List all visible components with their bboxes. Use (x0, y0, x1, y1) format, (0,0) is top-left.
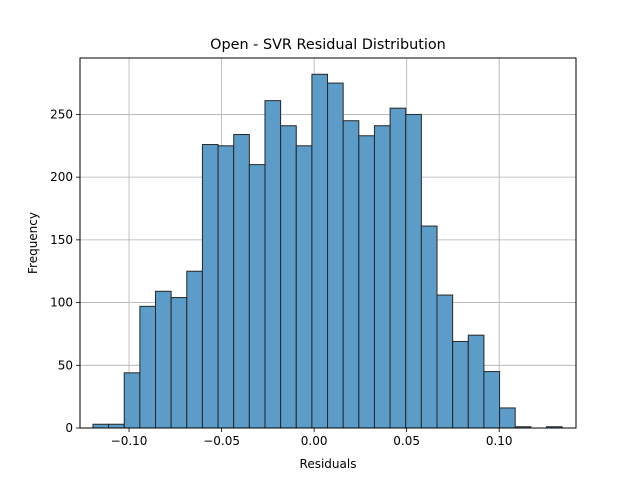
histogram-bar-0 (92, 423, 110, 429)
histogram-bar-21 (420, 225, 438, 429)
histogram-bar-14 (311, 73, 329, 429)
y-axis-label: Frequency (26, 212, 40, 274)
histogram-bar-22 (436, 294, 454, 429)
histogram-bar-15 (327, 82, 344, 429)
plot-frame (79, 57, 577, 429)
x-tick-label-1: −0.05 (203, 434, 240, 448)
y-tick-label-1: 50 (58, 358, 73, 372)
histogram-bar-17 (358, 135, 375, 429)
y-tick-label-2: 100 (50, 296, 73, 310)
histogram-bar-4 (155, 290, 172, 429)
y-axis-ticks: 0 50 100 150 200 250 (50, 107, 80, 435)
histogram-bar-26 (499, 407, 516, 429)
x-tick-label-0: −0.10 (111, 434, 148, 448)
y-tick-label-4: 200 (50, 170, 73, 184)
histogram-bar-23 (452, 340, 469, 429)
y-tick-label-3: 150 (50, 233, 73, 247)
histogram-bar-2 (123, 372, 141, 429)
histogram-bar-9 (233, 134, 250, 429)
histogram-bar-10 (248, 164, 266, 429)
x-axis-label: Residuals (300, 457, 357, 471)
histogram-bar-19 (389, 107, 407, 429)
histogram-bars (92, 73, 563, 429)
y-tick-label-0: 0 (65, 421, 73, 435)
y-tick-label-5: 250 (50, 107, 73, 121)
histogram-bar-25 (483, 371, 501, 429)
histogram-bar-5 (170, 297, 188, 429)
x-tick-label-3: 0.05 (393, 434, 420, 448)
x-tick-label-2: 0.00 (301, 434, 328, 448)
histogram-bar-7 (201, 144, 219, 429)
histogram-bar-16 (342, 120, 360, 429)
histogram-bar-8 (217, 145, 235, 429)
histogram-bar-1 (108, 423, 125, 429)
histogram-bar-12 (280, 125, 297, 429)
x-tick-label-4: 0.10 (486, 434, 513, 448)
histogram-bar-13 (295, 145, 313, 429)
histogram-bar-3 (139, 305, 157, 429)
histogram-bar-6 (186, 270, 203, 429)
chart-title: Open - SVR Residual Distribution (210, 37, 446, 53)
histogram-bar-24 (467, 334, 485, 429)
histogram-bar-20 (405, 113, 422, 429)
histogram-bar-18 (373, 125, 391, 429)
histogram-bar-11 (264, 100, 282, 429)
x-axis-ticks: −0.10 −0.05 0.00 0.05 0.10 (111, 428, 513, 448)
